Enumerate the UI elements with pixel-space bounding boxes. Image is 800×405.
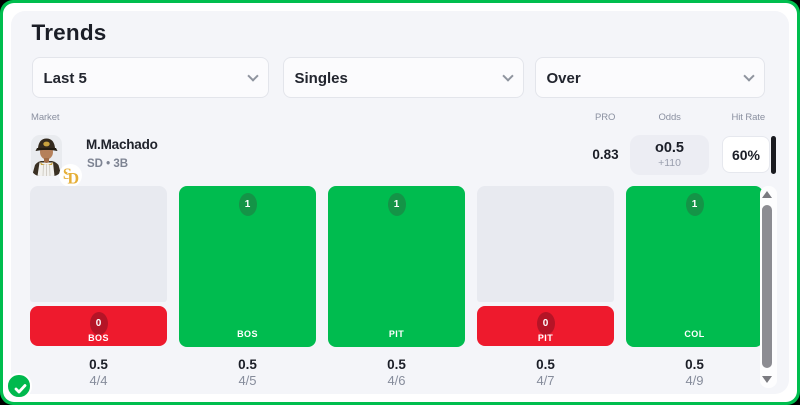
svg-text:D: D <box>68 170 80 186</box>
svg-text:S: S <box>63 165 72 182</box>
